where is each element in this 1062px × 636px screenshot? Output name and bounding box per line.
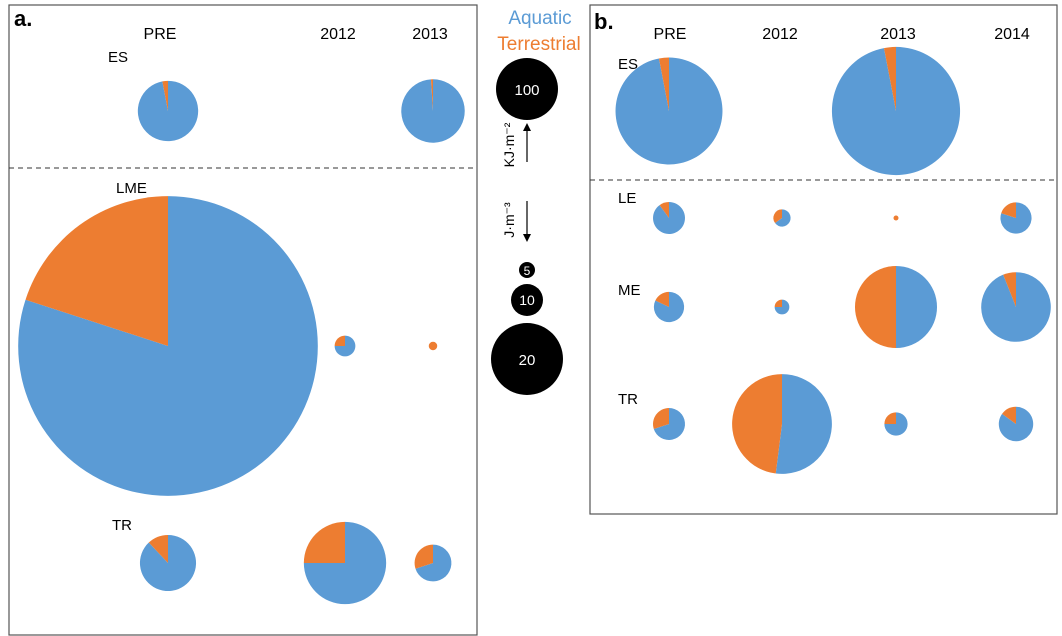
pie-a-es-2013 (401, 79, 465, 143)
panel-b-row-tr: TR (618, 391, 638, 408)
panel-a-col-2013: 2013 (412, 26, 448, 43)
pie-a-lme-2012-terrestrial-slice (334, 335, 345, 346)
pie-b-tr-2014-terrestrial-slice (1002, 406, 1016, 424)
size-scale: 100 KJ·m⁻² J·m⁻³ 5 10 20 (491, 58, 563, 395)
pie-b-le-2014-aquatic-slice (1000, 202, 1032, 234)
pie-a-tr-pre-terrestrial-slice (148, 534, 168, 563)
pie-a-lme-2012 (334, 335, 356, 357)
scale-arrow-down-head (523, 234, 531, 242)
pie-b-le-2014 (1000, 202, 1032, 234)
scale-label-20: 20 (519, 352, 536, 369)
pie-b-tr-2012-aquatic-slice (775, 374, 832, 474)
pie-b-me-pre-aquatic-slice (653, 291, 685, 323)
pie-b-me-2012-terrestrial-slice (774, 299, 782, 307)
pie-b-es-pre-terrestrial-slice (658, 57, 669, 111)
panel-b-row-me: ME (618, 282, 641, 299)
scale-circle-5 (519, 262, 535, 278)
scale-circle-10 (511, 284, 543, 316)
scale-unit-lower: J·m⁻³ (501, 202, 517, 238)
pie-b-es-pre (615, 57, 723, 165)
pie-b-me-2013 (854, 265, 938, 349)
pie-b-tr-2013 (884, 412, 908, 436)
pie-b-le-2012 (773, 209, 791, 227)
pie-b-tr-pre-aquatic-slice (653, 408, 685, 440)
pie-b-le-2013-terrestrial-slice (893, 215, 899, 221)
pie-b-tr-2014 (998, 406, 1034, 442)
pie-b-le-2012-terrestrial-slice (773, 209, 782, 224)
panel-a-frame (8, 4, 478, 636)
panel-a-row-lme: LME (116, 180, 147, 197)
pie-b-tr-2012 (732, 374, 832, 474)
pie-a-lme-2013-terrestrial-slice (428, 341, 438, 351)
pie-a-tr-pre-aquatic-slice (139, 534, 197, 592)
panel-a-col-2012: 2012 (320, 26, 356, 43)
pie-a-lme-pre (18, 196, 318, 496)
legend-terrestrial: Terrestrial (497, 34, 580, 55)
pie-b-me-2013-terrestrial-slice (854, 265, 896, 349)
pie-a-tr-pre (139, 534, 197, 592)
panel-b-col-2014: 2014 (994, 26, 1030, 43)
scale-circle-100 (496, 58, 558, 120)
scale-label-100: 100 (514, 82, 539, 99)
pie-b-tr-2013-terrestrial-slice (884, 412, 896, 424)
scale-unit-upper: KJ·m⁻² (501, 122, 517, 167)
pie-a-es-2013-terrestrial-slice (431, 79, 433, 111)
legend-aquatic: Aquatic (508, 8, 571, 29)
pie-b-me-2012 (774, 299, 790, 315)
pie-a-lme-pre-terrestrial-slice (25, 196, 168, 346)
panel-a-row-tr: TR (112, 517, 132, 534)
panel-a-label: a. (14, 6, 32, 31)
pie-b-le-2012-aquatic-slice (775, 209, 791, 227)
pie-b-me-2013-aquatic-slice (896, 265, 938, 349)
scale-label-5: 5 (524, 264, 531, 278)
panel-b-row-le: LE (618, 190, 636, 207)
pie-b-le-pre-terrestrial-slice (659, 202, 669, 218)
pie-b-le-2014-terrestrial-slice (1001, 202, 1016, 218)
scale-circle-20 (491, 323, 563, 395)
panel-b-col-2012: 2012 (762, 26, 798, 43)
scale-label-10: 10 (519, 292, 535, 308)
legend: Aquatic Terrestrial (497, 8, 580, 55)
pie-b-tr-2012-terrestrial-slice (732, 374, 782, 474)
pie-a-tr-2013-aquatic-slice (415, 544, 452, 582)
panel-b-col-pre: PRE (654, 26, 687, 43)
panel-b-row-es: ES (618, 56, 638, 73)
pie-b-me-pre-terrestrial-slice (655, 291, 669, 307)
pie-a-es-2013-aquatic-slice (401, 79, 465, 143)
pie-b-es-2013-terrestrial-slice (883, 46, 896, 111)
panel-a-row-es: ES (108, 49, 128, 66)
pie-a-es-pre-terrestrial-slice (162, 80, 168, 111)
panel-a-col-pre: PRE (144, 26, 177, 43)
panel-a: a. PRE 2012 2013 ES LME TR (8, 4, 478, 636)
pie-b-me-2014 (981, 272, 1051, 342)
pie-a-tr-2013 (414, 544, 452, 582)
pie-b-le-2013 (893, 215, 899, 221)
pie-b-tr-pre-terrestrial-slice (653, 408, 669, 429)
scale-arrow-up-head (523, 123, 531, 131)
pie-a-lme-2013 (428, 341, 438, 351)
pie-b-tr-pre (653, 408, 685, 440)
panel-b-col-2013: 2013 (880, 26, 916, 43)
panel-b: b. PRE 2012 2013 2014 ES LE ME TR (589, 4, 1058, 515)
pie-b-me-2014-terrestrial-slice (1003, 272, 1016, 307)
pie-a-tr-2012-terrestrial-slice (303, 521, 345, 563)
pie-a-es-pre-aquatic-slice (137, 80, 199, 142)
pie-b-me-pre (653, 291, 685, 323)
pie-b-es-2013 (831, 46, 961, 176)
panel-b-frame (589, 4, 1058, 515)
pie-a-es-pre (137, 80, 199, 142)
pie-a-tr-2013-terrestrial-slice (414, 544, 433, 569)
pie-b-es-pre-aquatic-slice (615, 57, 723, 165)
pie-b-le-pre-aquatic-slice (653, 202, 685, 234)
panel-b-label: b. (594, 9, 614, 34)
pie-a-tr-2012 (303, 521, 387, 605)
pie-b-le-pre (653, 202, 685, 234)
pie-marks (18, 46, 1051, 605)
